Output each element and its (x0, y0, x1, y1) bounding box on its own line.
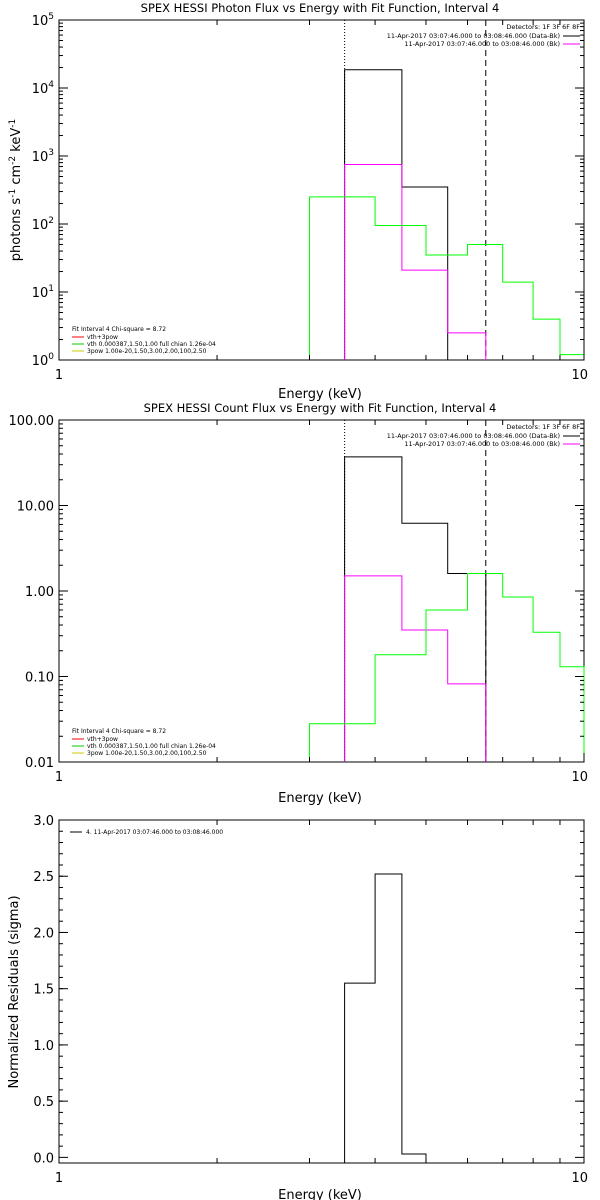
residuals-y-axis-label: Normalized Residuals (sigma) (7, 895, 22, 1088)
residuals-plot-frame (58, 819, 585, 1164)
photon-y-tick-label: 102 (32, 216, 54, 233)
photon-legend-data-bk: 11-Apr-2017 03:07:46.000 to 03:08:46.000… (387, 32, 560, 40)
count-y-tick-label: 10.00 (17, 500, 54, 515)
residuals-y-tick-label: 1.0 (33, 1039, 54, 1054)
residuals-legend: 4. 11-Apr-2017 03:07:46.000 to 03:08:46.… (70, 829, 223, 836)
photon-legend-left: Fit Interval 4 Chi-square = 8.72 vth+3po… (72, 326, 216, 355)
count-legend-right: Detectors: 1F 3F 6F 8F 11-Apr-2017 03:07… (387, 423, 581, 448)
photon-plot-frame (58, 19, 585, 361)
residuals-legend-interval: 4. 11-Apr-2017 03:07:46.000 to 03:08:46.… (86, 829, 223, 836)
count-x-axis-label: Energy (keV) (278, 791, 362, 806)
photon-legend-right: Detectors: 1F 3F 6F 8F 11-Apr-2017 03:07… (387, 23, 581, 48)
residuals-y-tick-label: 2.5 (33, 870, 54, 885)
count-legend-fit-interval: Fit Interval 4 Chi-square = 8.72 (72, 728, 166, 735)
residuals-series-0 (344, 873, 427, 1163)
count-legend-vth: vth 0.000387,1.50,1.00 full chian 1.26e-… (87, 743, 216, 750)
photon-series-0 (344, 69, 486, 361)
residuals-y-tick-label: 3.0 (33, 814, 54, 829)
photon-x-tick-label: 10 (571, 368, 588, 383)
photon-y-tick-label: 105 (32, 12, 54, 29)
photon-legend-vth3pow: vth+3pow (87, 334, 118, 341)
count-x-tick-label: 1 (55, 770, 63, 785)
count-legend-bk: 11-Apr-2017 03:07:46.000 to 03:08:46.000… (404, 440, 560, 448)
photon-y-axis-label: photons s-1 cm-2 keV-1 (8, 119, 24, 261)
residuals-y-tick-label: 2.0 (33, 926, 54, 941)
count-flux-panel: SPEX HESSI Count Flux vs Energy with Fit… (9, 401, 589, 806)
count-y-tick-label: 100.00 (9, 414, 55, 429)
photon-chart-title: SPEX HESSI Photon Flux vs Energy with Fi… (141, 1, 500, 15)
residuals-panel: 0.0 0.5 1.0 1.5 2.0 2.5 3.0 1 10 Energy (keV) N… (7, 814, 588, 1200)
photon-y-tick-label: 101 (32, 284, 54, 301)
count-legend-vth3pow: vth+3pow (87, 736, 118, 743)
photon-legend-bk: 11-Apr-2017 03:07:46.000 to 03:08:46.000… (404, 40, 560, 48)
residuals-y-tick-label: 0.0 (33, 1151, 54, 1166)
count-series-2 (309, 573, 585, 762)
photon-y-tick-label: 104 (32, 80, 55, 97)
count-chart-title: SPEX HESSI Count Flux vs Energy with Fit… (144, 401, 497, 415)
photon-legend-fit-interval: Fit Interval 4 Chi-square = 8.72 (72, 326, 166, 333)
count-y-tick-label: 1.00 (25, 585, 54, 600)
count-legend-data-bk: 11-Apr-2017 03:07:46.000 to 03:08:46.000… (387, 432, 560, 440)
photon-legend-vth: vth 0.000387,1.50,1.00 full chian 1.26e-… (87, 341, 216, 348)
residuals-y-tick-label: 0.5 (33, 1095, 54, 1110)
residuals-x-axis-label: Energy (keV) (278, 1188, 362, 1200)
photon-x-tick-label: 1 (55, 368, 63, 383)
photon-legend-detectors: Detectors: 1F 3F 6F 8F (506, 23, 580, 31)
residuals-y-tick-label: 1.5 (33, 983, 54, 998)
photon-flux-panel: SPEX HESSI Photon Flux vs Energy with Fi… (8, 1, 588, 402)
count-y-tick-label: 0.10 (25, 671, 54, 686)
residuals-x-tick-label: 10 (571, 1171, 588, 1186)
count-x-tick-label: 10 (571, 770, 588, 785)
photon-series-2 (309, 196, 585, 360)
photon-legend-3pow: 3pow 1.00e-20,1.50,3.00,2.00,100,2.50 (87, 348, 207, 355)
photon-y-tick-label: 103 (32, 148, 54, 165)
count-legend-detectors: Detectors: 1F 3F 6F 8F (506, 423, 580, 431)
residuals-x-tick-label: 1 (55, 1171, 63, 1186)
count-y-tick-label: 0.01 (25, 756, 54, 771)
count-plot-frame (58, 419, 585, 763)
photon-y-tick-label: 100 (32, 352, 55, 369)
photon-x-axis-label: Energy (keV) (278, 387, 362, 402)
photon-series-1 (344, 164, 487, 360)
count-legend-3pow: 3pow 1.00e-20,1.50,3.00,2.00,100,2.50 (87, 750, 207, 757)
count-legend-left: Fit Interval 4 Chi-square = 8.72 vth+3po… (72, 728, 216, 757)
count-series-1 (344, 575, 487, 762)
count-series-0 (344, 456, 487, 762)
